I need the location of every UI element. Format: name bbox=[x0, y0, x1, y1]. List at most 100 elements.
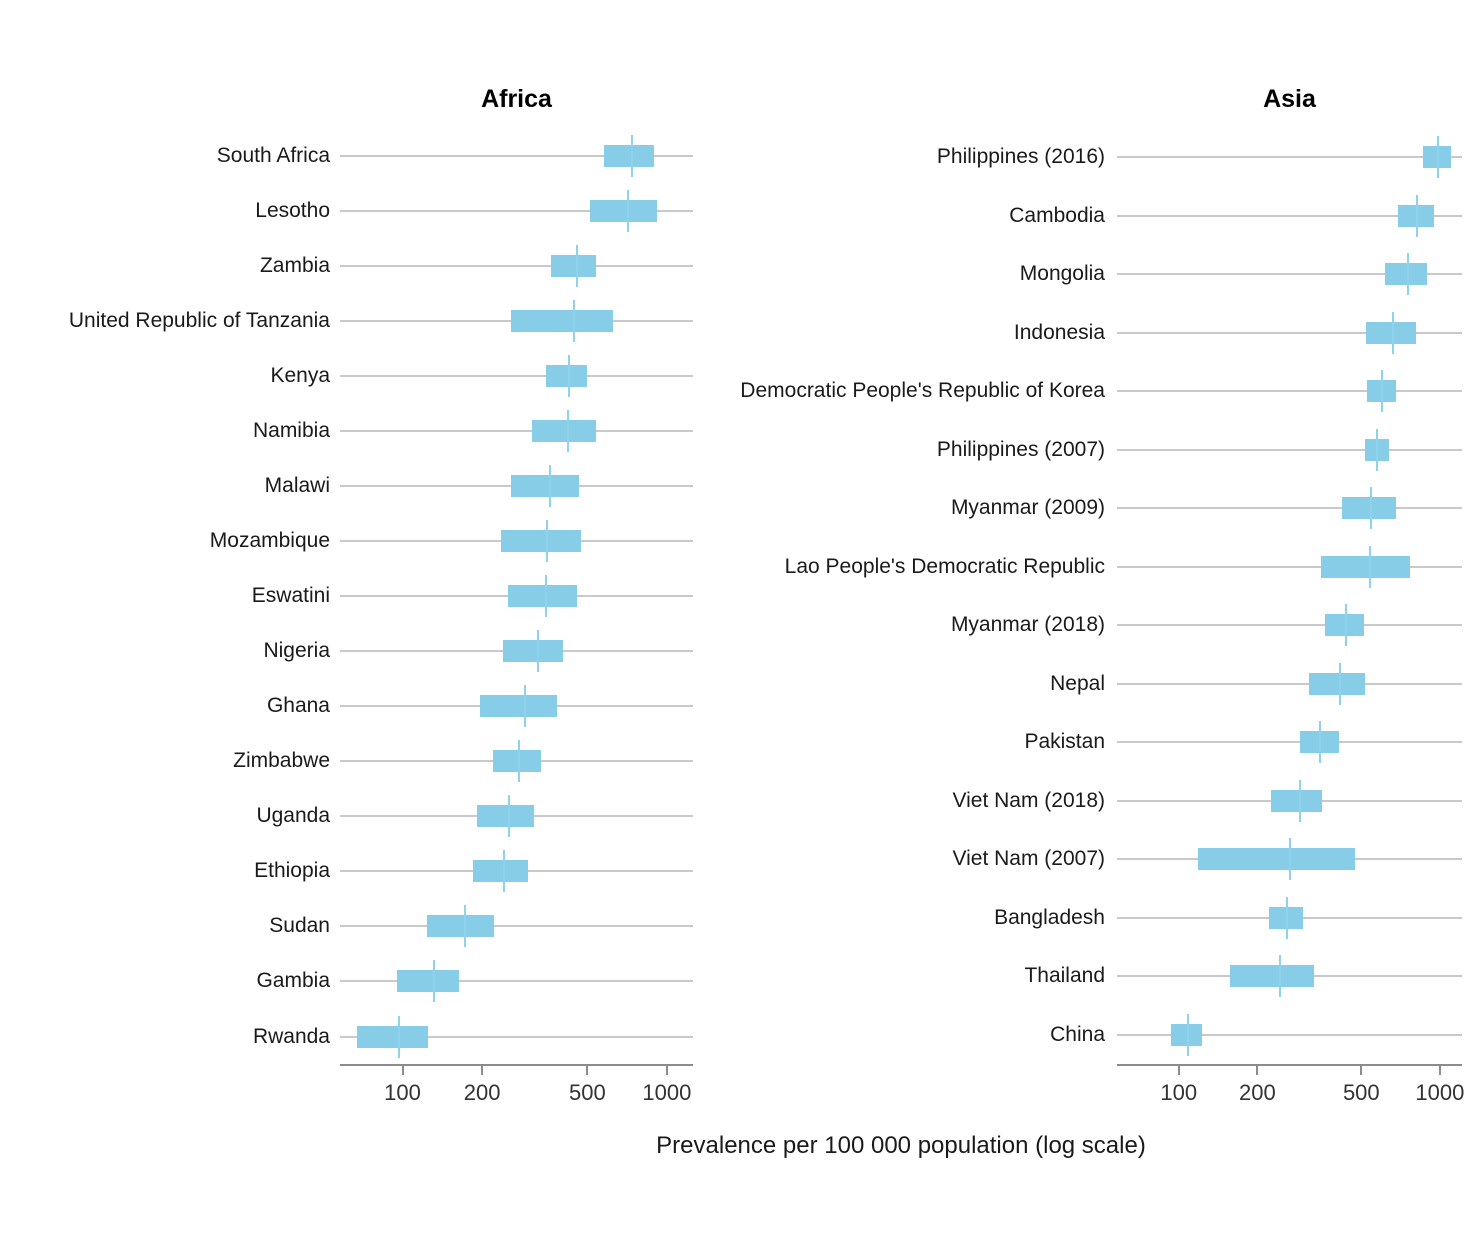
uncertainty-interval-box bbox=[1299, 731, 1339, 754]
row-label: Sudan bbox=[269, 914, 330, 938]
row-label: Pakistan bbox=[1024, 730, 1105, 754]
row-gridline bbox=[340, 264, 693, 267]
panel-title-asia: Asia bbox=[1263, 85, 1316, 113]
chart-row bbox=[340, 679, 693, 734]
row-label: Indonesia bbox=[1013, 320, 1105, 344]
chart-row bbox=[340, 624, 693, 679]
row-label: Gambia bbox=[256, 969, 330, 993]
chart-row bbox=[340, 954, 693, 1009]
plot-area-africa: 100 200 500 1000 bbox=[340, 128, 693, 1105]
point-estimate-tick bbox=[1437, 136, 1440, 179]
point-estimate-tick bbox=[1278, 955, 1281, 998]
chart-row bbox=[1117, 947, 1462, 1006]
point-estimate-tick bbox=[549, 464, 552, 507]
point-estimate-tick bbox=[536, 630, 539, 673]
uncertainty-interval-box bbox=[1170, 1023, 1203, 1046]
row-gridline bbox=[1117, 390, 1462, 393]
x-axis-tick bbox=[665, 1066, 668, 1075]
x-axis-line bbox=[340, 1064, 693, 1066]
row-label: Zambia bbox=[259, 253, 330, 277]
x-axis-tick bbox=[481, 1066, 484, 1075]
chart-row bbox=[1117, 245, 1462, 304]
uncertainty-interval-box bbox=[551, 254, 597, 277]
chart-row bbox=[340, 128, 693, 183]
chart-row bbox=[1117, 479, 1462, 538]
row-label: Ghana bbox=[266, 694, 330, 718]
row-label: Cambodia bbox=[1009, 203, 1105, 227]
row-label: Nepal bbox=[1050, 671, 1105, 695]
row-label: Uganda bbox=[256, 804, 330, 828]
chart-row bbox=[1117, 538, 1462, 597]
x-axis-tick-label: 200 bbox=[1239, 1080, 1276, 1105]
row-gridline bbox=[1117, 682, 1462, 685]
uncertainty-interval-box bbox=[492, 750, 541, 773]
chart-row bbox=[1117, 713, 1462, 772]
chart-row bbox=[340, 513, 693, 568]
uncertainty-interval-box bbox=[1397, 204, 1435, 227]
chart-row bbox=[1117, 304, 1462, 363]
chart-row bbox=[1117, 1006, 1462, 1065]
row-gridline bbox=[1117, 565, 1462, 568]
point-estimate-tick bbox=[1376, 428, 1379, 471]
uncertainty-interval-box bbox=[473, 860, 528, 883]
row-label: Eswatini bbox=[251, 584, 330, 608]
plot-area-asia: 100 200 500 1000 bbox=[1117, 128, 1464, 1105]
uncertainty-interval-box bbox=[507, 585, 577, 608]
chart-row bbox=[1117, 655, 1462, 714]
x-axis-tick-label: 200 bbox=[463, 1080, 501, 1105]
row-gridline bbox=[340, 374, 693, 377]
point-estimate-tick bbox=[546, 519, 549, 562]
row-label: Democratic People's Republic of Korea bbox=[740, 379, 1105, 403]
chart-row bbox=[340, 899, 693, 954]
x-axis-tick bbox=[1177, 1066, 1180, 1075]
row-label: Kenya bbox=[270, 363, 330, 387]
x-axis-tick bbox=[401, 1066, 404, 1075]
uncertainty-interval-box bbox=[396, 970, 459, 993]
point-estimate-tick bbox=[1392, 311, 1395, 354]
point-estimate-tick bbox=[1380, 370, 1383, 413]
label-column-asia: Philippines (2016) Cambodia Mongolia Indone… bbox=[600, 128, 1105, 1064]
uncertainty-interval-box bbox=[1270, 789, 1322, 812]
chart-row bbox=[1117, 596, 1462, 655]
chart-row bbox=[340, 789, 693, 844]
point-estimate-tick bbox=[1416, 194, 1419, 237]
point-estimate-tick bbox=[502, 850, 505, 893]
uncertainty-interval-box bbox=[356, 1025, 429, 1048]
row-label: United Republic of Tanzania bbox=[68, 308, 330, 332]
row-label: Lao People's Democratic Republic bbox=[784, 554, 1105, 578]
point-estimate-tick bbox=[508, 795, 511, 838]
chart-row bbox=[1117, 889, 1462, 948]
panel-title-africa: Africa bbox=[481, 85, 552, 113]
chart-row bbox=[340, 238, 693, 293]
row-gridline bbox=[340, 154, 693, 157]
row-gridline bbox=[340, 429, 693, 432]
chart-row bbox=[340, 183, 693, 238]
uncertainty-interval-box bbox=[1197, 848, 1356, 871]
x-axis-line bbox=[1117, 1064, 1462, 1066]
x-axis-title: Prevalence per 100 000 population (log s… bbox=[656, 1132, 1146, 1159]
row-label: Mongolia bbox=[1019, 262, 1105, 286]
point-estimate-tick bbox=[432, 960, 435, 1003]
chart-row bbox=[340, 1009, 693, 1064]
row-label: Myanmar (2018) bbox=[950, 613, 1105, 637]
point-estimate-tick bbox=[524, 685, 527, 728]
point-estimate-tick bbox=[1319, 721, 1322, 764]
point-estimate-tick bbox=[398, 1015, 401, 1058]
chart-row bbox=[340, 569, 693, 624]
point-estimate-tick bbox=[572, 299, 575, 342]
row-gridline bbox=[1117, 624, 1462, 627]
point-estimate-tick bbox=[518, 740, 521, 783]
point-estimate-tick bbox=[1286, 896, 1289, 939]
point-estimate-tick bbox=[1370, 487, 1373, 530]
row-label: Zimbabwe bbox=[233, 749, 330, 773]
uncertainty-interval-box bbox=[503, 640, 563, 663]
point-estimate-tick bbox=[545, 575, 548, 618]
chart-row bbox=[340, 348, 693, 403]
point-estimate-tick bbox=[567, 354, 570, 397]
chart-row bbox=[340, 734, 693, 789]
point-estimate-tick bbox=[630, 134, 633, 177]
uncertainty-interval-box bbox=[501, 529, 581, 552]
x-axis-tick-label: 1000 bbox=[642, 1080, 692, 1105]
uncertainty-interval-box bbox=[1422, 146, 1451, 169]
